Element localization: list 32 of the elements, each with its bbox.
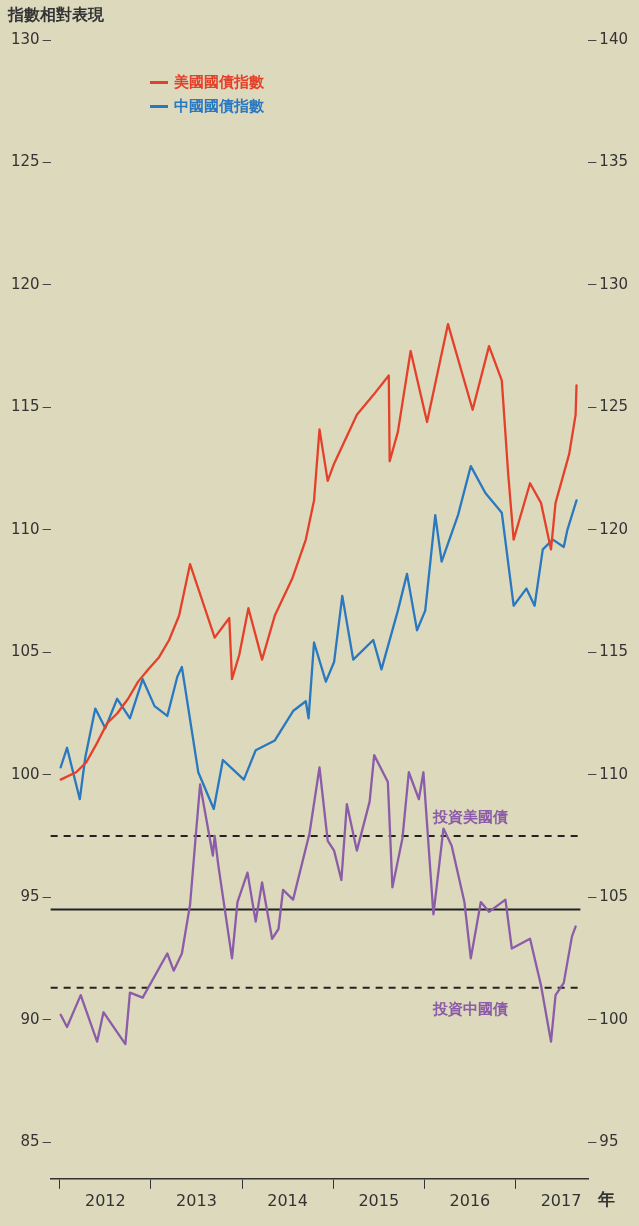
x-tick-label: 2013 [176,1190,217,1210]
y-tick-label: 125 [10,152,40,171]
y-tick-label: 115 [10,397,40,416]
y2-tick-label: 120 [599,519,629,538]
y-tick-label: 120 [10,274,40,293]
y2-tick-label: 130 [599,274,629,293]
y2-tick-label: 115 [599,642,629,661]
y-axis-title: 指數相對表現 [7,5,105,25]
y-tick-label: 85 [20,1131,40,1150]
y-tick-label: 100 [10,764,40,783]
y2-tick-label: 105 [599,887,629,906]
y2-tick-label: 95 [599,1131,619,1150]
y2-tick-label: 140 [599,29,629,48]
annotation: 投資美國債 [431,807,508,826]
y2-tick-label: 100 [599,1009,629,1028]
x-tick-label: 2014 [267,1190,308,1210]
y-tick-label: 110 [10,519,40,538]
y-tick-label: 90 [20,1009,40,1028]
legend-label: 中國國債指數 [174,97,264,115]
annotation: 投資中國債 [431,999,508,1018]
legend-label: 美國國債指數 [174,73,264,91]
x-tick-label: 2012 [84,1190,126,1210]
y-tick-label: 130 [10,29,40,48]
y2-tick-label: 125 [599,397,629,416]
x-axis-title: 年 [596,1189,615,1210]
y2-tick-label: 110 [599,764,629,783]
x-tick-label: 2015 [358,1190,400,1210]
y-tick-label: 95 [20,887,40,906]
x-tick-label: 2017 [540,1190,582,1210]
x-tick-label: 2016 [449,1190,491,1210]
y-tick-label: 105 [10,642,40,661]
y2-tick-label: 135 [599,152,629,171]
